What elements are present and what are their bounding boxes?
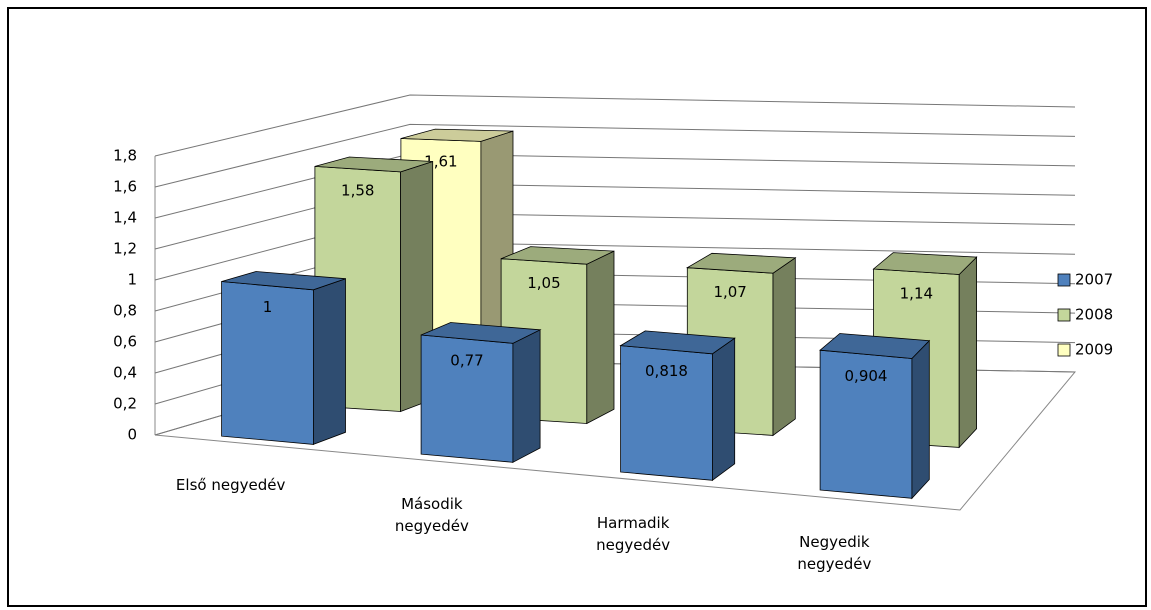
bar-top: [819, 333, 931, 359]
y-tick-label: 0,8: [113, 302, 137, 320]
legend-label: 2008: [1075, 306, 1113, 324]
bar-top: [500, 246, 615, 265]
bar-side: [772, 257, 796, 437]
y-tick-label: 1: [127, 271, 137, 289]
y-tick-label: 0,2: [113, 395, 137, 413]
y-tick-label: 0,4: [113, 364, 137, 382]
bar-top: [685, 252, 797, 274]
data-label: 1,58: [341, 182, 374, 200]
legend-swatch: [1057, 308, 1071, 322]
data-label: 1,07: [713, 283, 746, 301]
bar-top: [420, 322, 542, 344]
x-tick-label: Első negyedév: [175, 476, 286, 495]
legend-label: 2007: [1075, 271, 1113, 289]
x-tick-label: Második negyedév: [394, 495, 469, 536]
bar-side: [712, 337, 736, 482]
bar-top: [872, 252, 978, 275]
bar-side: [958, 256, 977, 449]
data-label: 0,904: [845, 367, 888, 385]
bar: [420, 322, 542, 463]
bar: [619, 330, 736, 482]
data-label: 1,05: [527, 274, 560, 292]
x-tick-label: Negyedik negyedév: [797, 532, 872, 573]
bar: [221, 271, 346, 445]
bar-side: [312, 278, 346, 445]
y-tick-label: 0: [127, 426, 137, 444]
y-tick-label: 0,6: [113, 333, 137, 351]
data-label: 0,818: [645, 362, 688, 380]
bar-side: [586, 250, 615, 425]
bar: [819, 333, 931, 500]
legend-swatch: [1057, 343, 1071, 357]
grid-line: [154, 153, 1076, 219]
legend-label: 2009: [1075, 341, 1113, 359]
grid-line: [154, 123, 1076, 188]
bar-top: [314, 156, 433, 173]
x-tick-label: Harmadik negyedév: [596, 513, 671, 554]
legend-swatch: [1057, 273, 1071, 287]
y-tick-label: 1,6: [113, 178, 137, 196]
bar-top: [619, 330, 736, 355]
y-tick-label: 1,4: [113, 209, 137, 227]
bar-side: [911, 339, 930, 500]
data-label: 0,77: [450, 352, 483, 370]
bar-top: [221, 271, 346, 291]
y-tick-label: 1,2: [113, 240, 137, 258]
data-label: 1: [263, 298, 273, 316]
bar-side: [512, 329, 541, 463]
y-tick-label: 1,8: [113, 147, 137, 165]
data-label: 1,14: [900, 284, 933, 302]
bar-top: [400, 128, 514, 142]
chart-border: [7, 7, 1147, 607]
grid-line: [154, 94, 1076, 157]
